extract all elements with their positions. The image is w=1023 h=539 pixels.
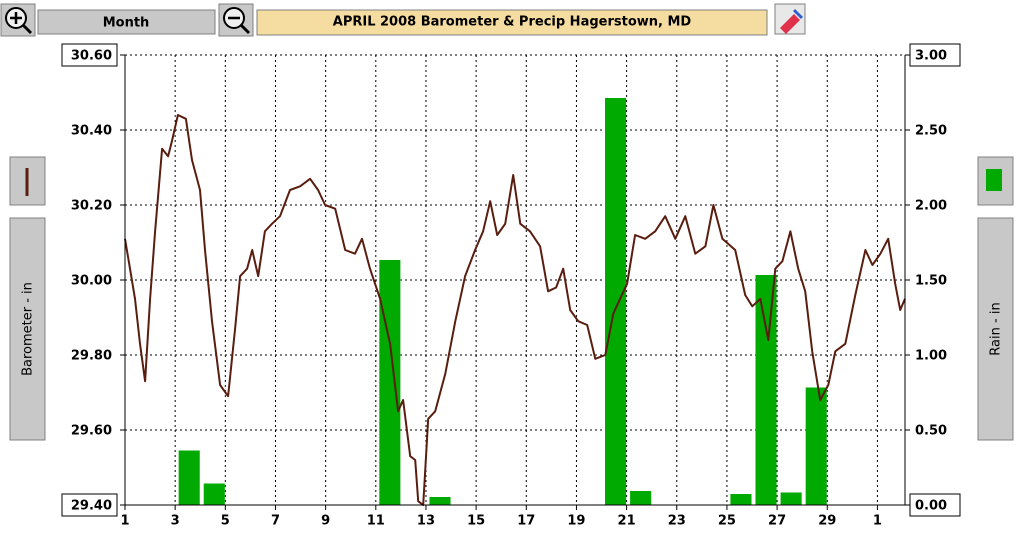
x-tick-label: 1 [120,514,129,529]
x-tick-label: 5 [221,514,230,529]
y-tick-label: 29.60 [71,424,112,439]
x-tick-label: 21 [618,514,636,529]
x-tick-label: 9 [321,514,330,529]
y-tick-label: 30.60 [71,49,112,64]
view-button[interactable]: Month [37,9,216,35]
rain-bar [379,260,401,506]
x-tick-label: 17 [517,514,535,529]
rain-bar [780,492,802,506]
zoom-in-button[interactable] [0,3,36,37]
barometer-line [124,114,906,506]
y2-tick-label: 0.50 [915,424,947,439]
rain-bar [730,494,752,506]
x-tick-label: 27 [768,514,786,529]
view-label: Month [103,16,150,31]
rain-legend-button[interactable] [977,156,1014,206]
tick-box [61,493,118,517]
x-tick-label: 29 [818,514,836,529]
y2-tick-label: 2.50 [915,124,947,139]
rain-bar [805,387,827,506]
rain-axis-button[interactable]: Rain - in [977,217,1014,441]
x-tick-label: 15 [467,514,485,529]
tick-box [909,43,961,67]
x-tick-label: 1 [873,514,882,529]
barometer-axis-button[interactable]: Barometer - in [9,217,46,441]
y2-tick-label: 0.00 [915,499,947,514]
rain-bar [630,491,652,506]
y-tick-label: 30.20 [71,199,112,214]
tick-box [909,493,961,517]
x-tick-label: 11 [367,514,385,529]
chart-title: APRIL 2008 Barometer & Precip Hagerstown… [333,15,692,30]
y-tick-label: 30.00 [71,274,112,289]
barometer-legend-button[interactable] [9,156,46,206]
y-axis-label: Barometer - in [21,282,36,376]
y2-tick-label: 3.00 [915,49,947,64]
title-box [256,9,768,36]
y-tick-label: 30.40 [71,124,112,139]
rain-bar [755,275,777,506]
x-tick-label: 23 [668,514,686,529]
y2-tick-label: 2.00 [915,199,947,214]
x-tick-label: 7 [271,514,280,529]
zoom-out-button[interactable] [218,3,254,37]
y2-axis-label: Rain - in [989,302,1004,355]
plot: 29.40 29.60 29.80 30.00 30.20 30.40 30.60 0.00 0… [61,43,961,529]
x-tick-label: 3 [171,514,180,529]
y2-tick-label: 1.00 [915,349,947,364]
rain-bar [203,483,225,506]
rain-bar [429,497,451,506]
tick-box [61,43,118,67]
rain-bar [178,450,200,506]
rain-bar [605,98,627,506]
settings-button[interactable] [774,3,806,35]
x-tick-label: 19 [567,514,585,529]
legend-swatch [986,169,1002,191]
x-tick-label: 13 [417,514,435,529]
y-tick-label: 29.80 [71,349,112,364]
x-tick-label: 25 [718,514,736,529]
y-tick-label: 29.40 [71,499,112,514]
y2-tick-label: 1.50 [915,274,947,289]
